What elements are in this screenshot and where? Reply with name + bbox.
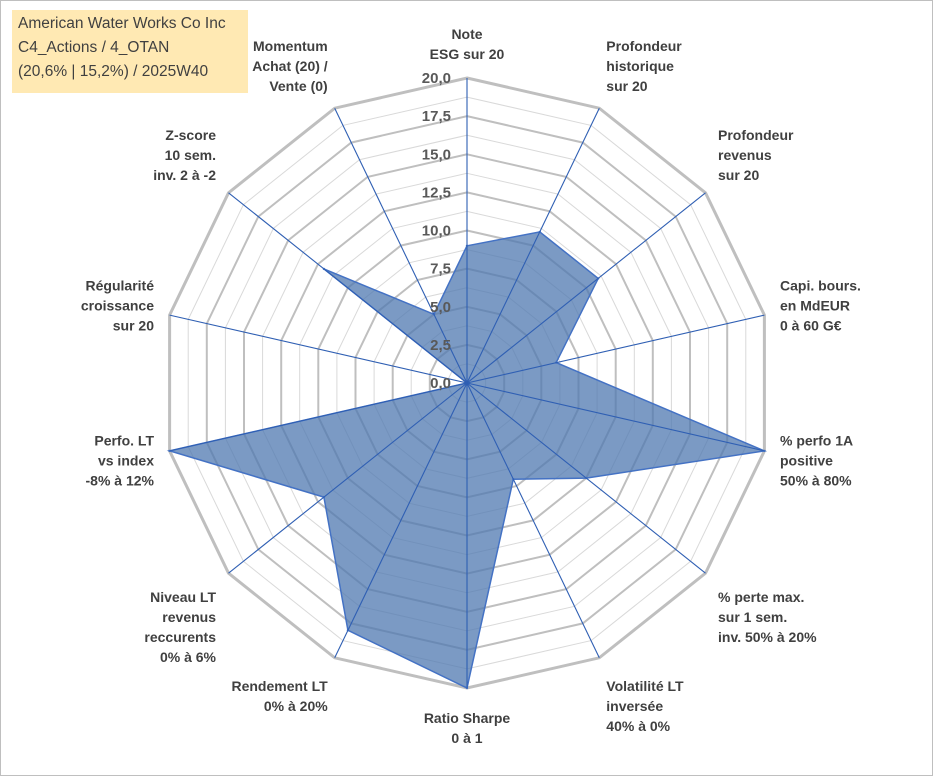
- title-line-1: American Water Works Co Inc: [18, 15, 226, 32]
- tick-label: 17,5: [422, 108, 451, 125]
- axis-label-12: Régularité croissance sur 20: [81, 278, 154, 334]
- spoke-2: [466, 107, 600, 384]
- axis-label-3: Profondeur revenus sur 20: [718, 127, 794, 183]
- tick-label: 20,0: [422, 70, 451, 87]
- title-line-2: C4_Actions / 4_OTAN: [18, 39, 170, 56]
- axis-label-14: Momentum Achat (20) / Vente (0): [252, 38, 328, 94]
- tick-label: 2,5: [430, 337, 451, 354]
- axis-label-9: Rendement LT 0% à 20%: [231, 678, 328, 714]
- axis-label-8: Ratio Sharpe 0 à 1: [424, 710, 511, 746]
- tick-label: 12,5: [422, 184, 451, 201]
- tick-label: 10,0: [422, 223, 451, 240]
- axis-label-11: Perfo. LT vs index -8% à 12%: [86, 433, 155, 489]
- spoke-6: [466, 382, 706, 574]
- spoke-9: [334, 382, 468, 659]
- spoke-7: [466, 382, 600, 659]
- spoke-5: [466, 382, 765, 452]
- radar-spokes: [169, 78, 765, 688]
- axis-label-5: % perfo 1A positive 50% à 80%: [780, 433, 853, 489]
- radar-axis-labels: Note ESG sur 20 Profondeur historique sur 20…: [81, 26, 861, 746]
- spoke-11: [169, 382, 468, 452]
- spoke-4: [466, 314, 765, 384]
- tick-label: 15,0: [422, 146, 451, 163]
- axis-label-6: % perte max. sur 1 sem. inv. 50% à 20%: [718, 589, 817, 645]
- axis-label-4: Capi. bours. en MdEUR 0 à 60 G€: [780, 278, 861, 334]
- axis-label-10: Niveau LT revenus reccurents 0% à 6%: [144, 589, 216, 665]
- spoke-10: [228, 382, 468, 574]
- spoke-12: [169, 314, 468, 384]
- axis-label-7: Volatilité LT inversée 40% à 0%: [606, 678, 684, 734]
- chart-title-box: American Water Works Co Inc C4_Actions /…: [12, 10, 248, 93]
- spoke-13: [228, 192, 468, 384]
- axis-label-2: Profondeur historique sur 20: [606, 38, 682, 94]
- axis-label-13: Z-score 10 sem. inv. 2 à -2: [153, 127, 216, 183]
- tick-label: 0,0: [430, 375, 451, 392]
- radar-tick-labels: 0,0 2,5 5,0 7,5 10,0 12,5 15,0 17,5 20,0: [422, 70, 451, 392]
- spoke-14: [334, 107, 468, 384]
- tick-label: 7,5: [430, 261, 451, 278]
- spoke-3: [466, 192, 706, 384]
- axis-label-1: Note ESG sur 20: [430, 26, 505, 62]
- tick-label: 5,0: [430, 299, 451, 316]
- title-line-3: (20,6% | 15,2%) / 2025W40: [18, 63, 209, 80]
